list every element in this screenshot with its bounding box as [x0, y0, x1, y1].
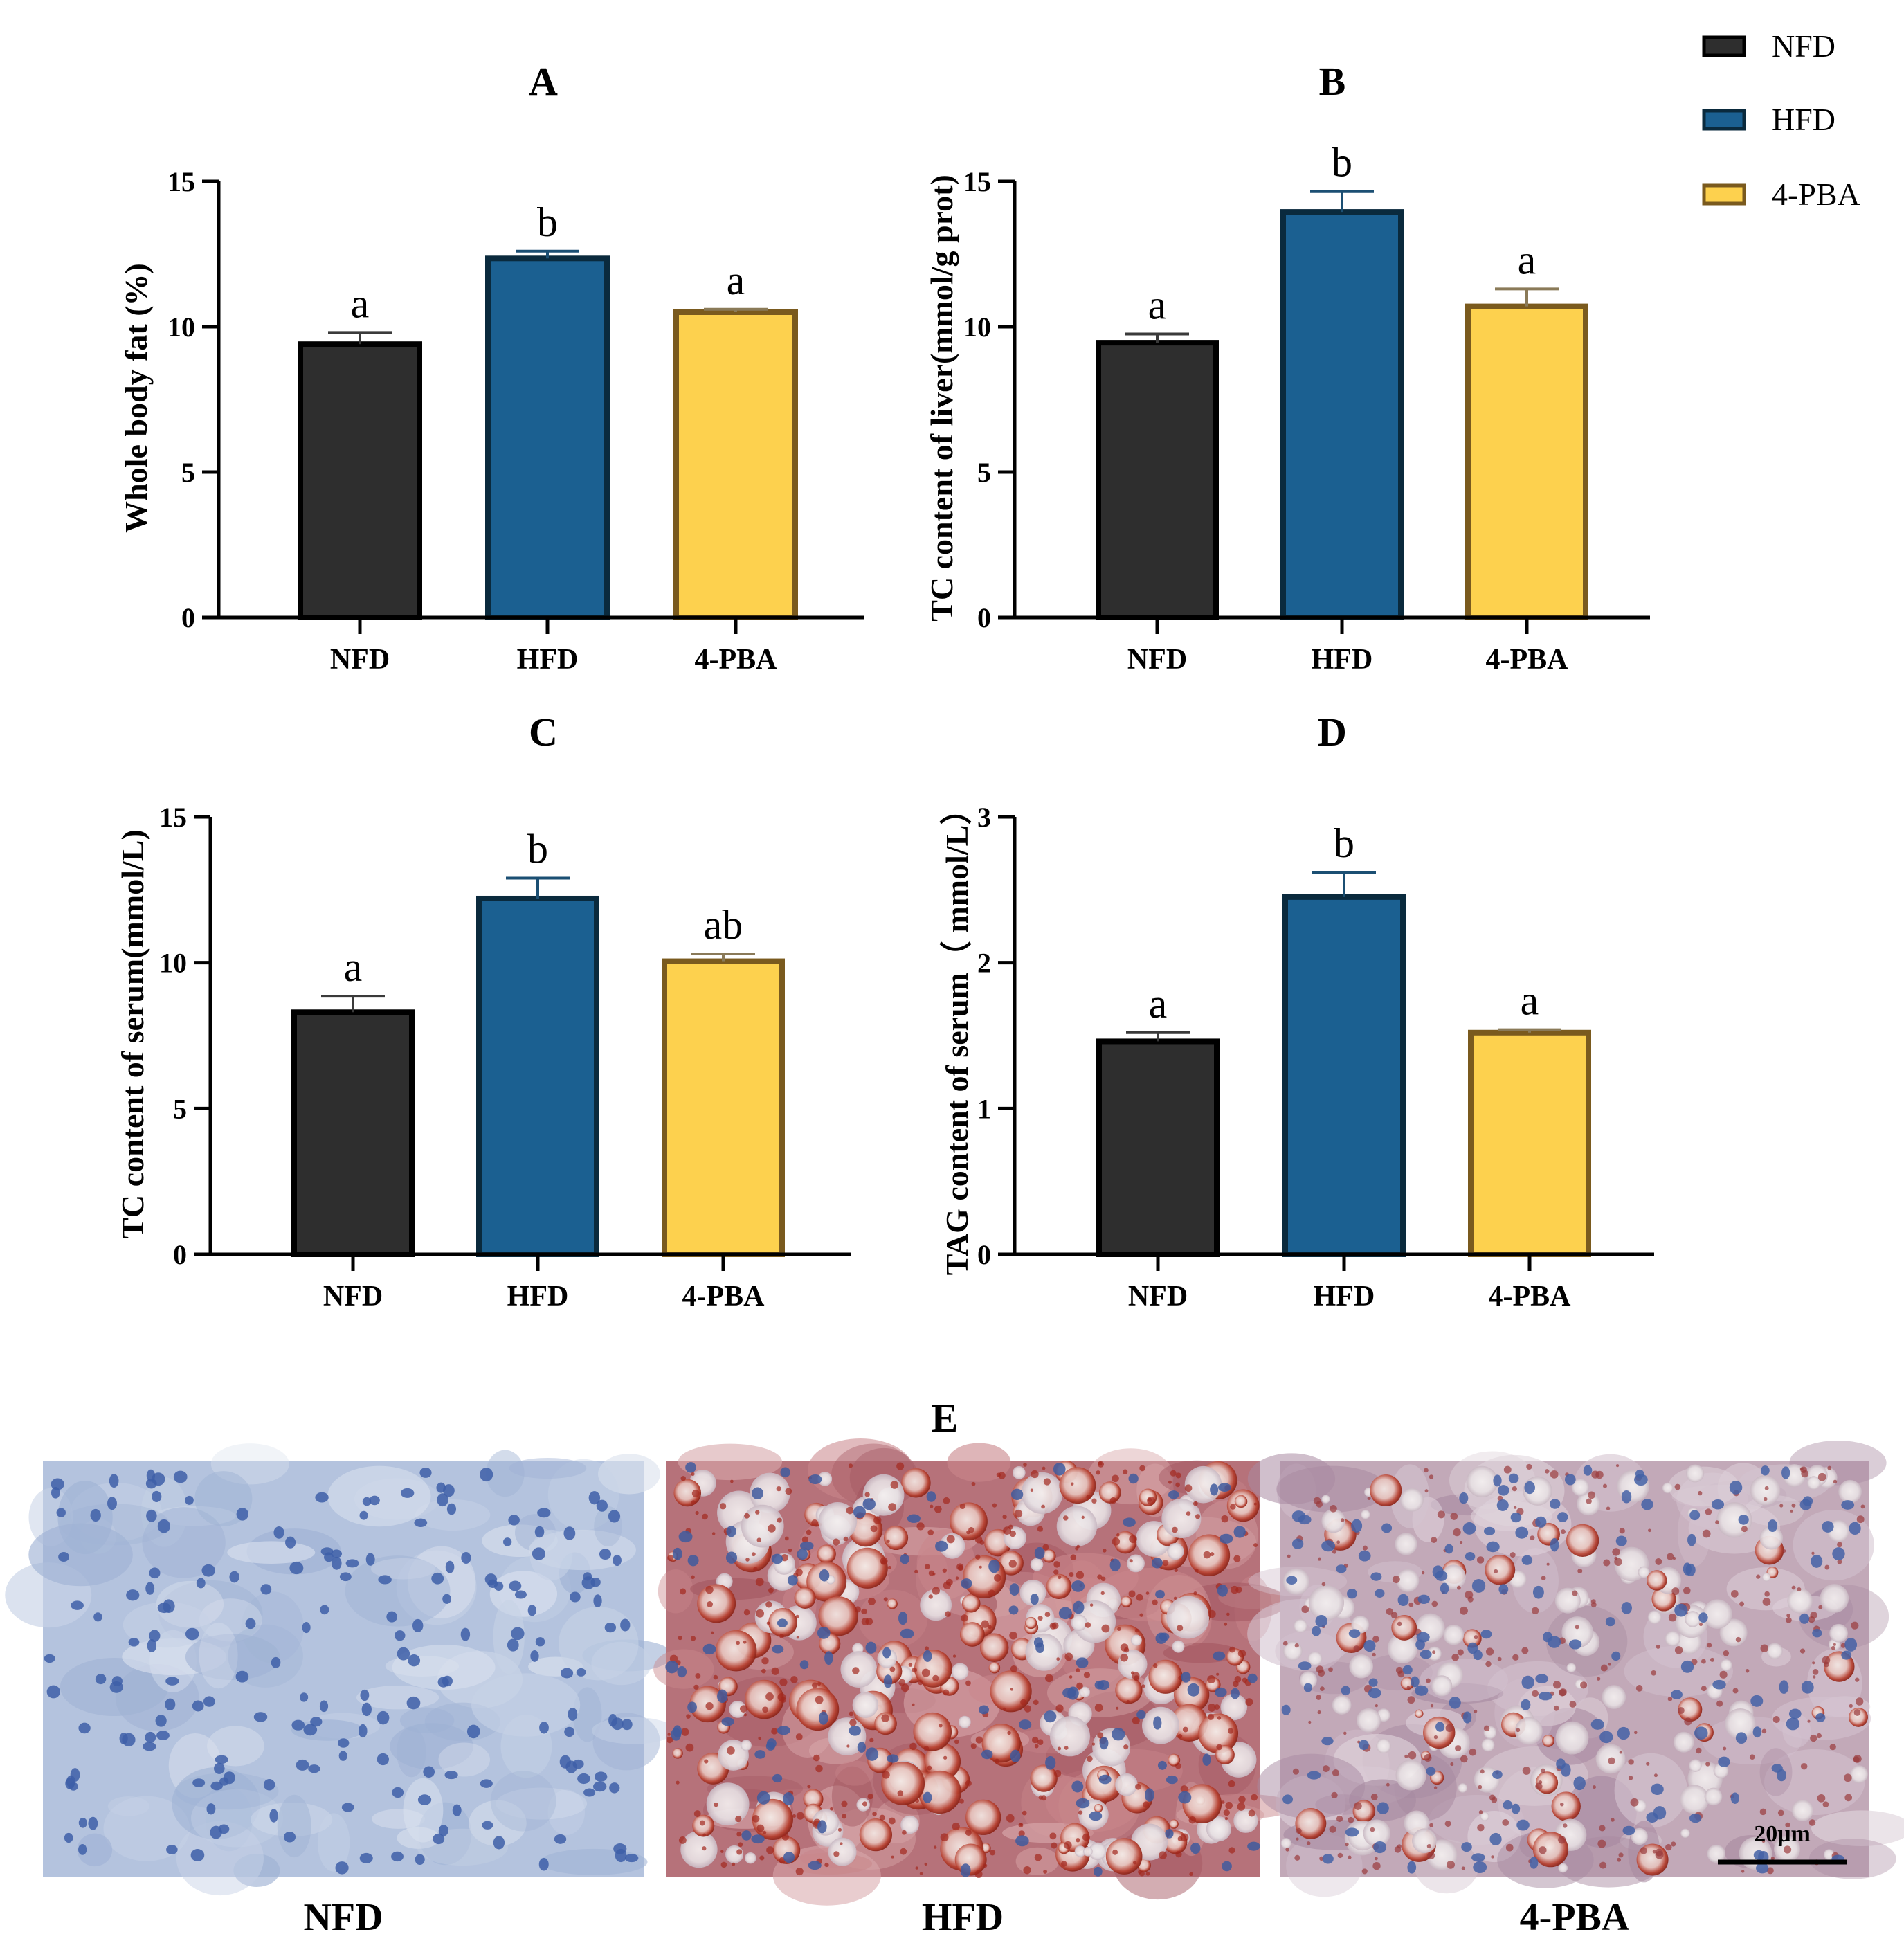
- y-tick-label-b-5: 5: [977, 457, 991, 488]
- micrograph-label-nfd: NFD: [303, 1896, 383, 1939]
- significance-label-a-4pba: a: [727, 258, 745, 303]
- legend-swatch-nfd: [1702, 35, 1746, 57]
- legend-label-4pba: 4-PBA: [1772, 177, 1860, 212]
- y-axis-title-b: TC content of liver(mmol/g prot): [924, 174, 959, 622]
- panel-letter-a: A: [529, 59, 558, 104]
- bar-a-nfd: [298, 341, 422, 620]
- micrograph-label-hfd: HFD: [922, 1896, 1004, 1939]
- x-tick-label-a-nfd: NFD: [330, 644, 390, 676]
- x-tick-label-a-hfd: HFD: [517, 644, 579, 676]
- error-bar-c-nfd: [321, 995, 385, 1013]
- legend-item-nfd: NFD: [1702, 28, 1835, 64]
- error-bar-b-nfd: [1125, 332, 1189, 343]
- x-tick-label-d-nfd: NFD: [1128, 1281, 1188, 1312]
- y-tick-label-a-0: 0: [181, 602, 195, 633]
- x-tick-label-b-nfd: NFD: [1127, 644, 1187, 676]
- legend-item-4pba: 4-PBA: [1702, 177, 1860, 212]
- bar-a-hfd: [485, 255, 610, 620]
- error-bar-c-4pba: [691, 953, 755, 962]
- significance-label-b-hfd: b: [1332, 140, 1352, 186]
- y-tick-label-a-15: 15: [167, 166, 195, 197]
- bar-c-hfd: [476, 895, 599, 1258]
- error-bar-b-hfd: [1310, 190, 1374, 213]
- y-axis-title-a: Whole body fat (%): [118, 263, 154, 533]
- y-tick-label-c-5: 5: [173, 1093, 187, 1124]
- y-axis-title-c: TC content of serum(mmol/L): [115, 829, 150, 1239]
- micrograph-4pba-texture: [1247, 1441, 1904, 1897]
- panel-letter-d: D: [1318, 710, 1347, 755]
- bar-d-nfd: [1096, 1038, 1220, 1257]
- bar-a-4pba: [673, 309, 798, 620]
- x-tick-label-d-hfd: HFD: [1314, 1281, 1375, 1312]
- bar-b-nfd: [1096, 340, 1219, 620]
- y-tick-label-a-5: 5: [181, 457, 195, 488]
- error-bar-a-hfd: [516, 249, 579, 259]
- significance-label-a-hfd: b: [537, 199, 558, 245]
- micrograph-nfd-texture: [5, 1443, 676, 1896]
- error-bar-d-nfd: [1126, 1031, 1190, 1042]
- y-tick-label-d-3: 3: [977, 802, 991, 833]
- micrograph-nfd: [5, 1443, 676, 1896]
- x-tick-label-b-hfd: HFD: [1312, 644, 1373, 676]
- legend-item-hfd: HFD: [1702, 102, 1835, 137]
- legend: NFD HFD 4-PBA: [1702, 28, 1860, 212]
- y-tick-label-c-0: 0: [173, 1239, 187, 1270]
- x-tick-label-c-4pba: 4-PBA: [682, 1281, 765, 1312]
- y-tick-label-b-10: 10: [963, 312, 991, 343]
- chart-panel-a: Aa NFD b HFD a 4-PBA 0 5 10 15 Whole body fat (%): [118, 59, 864, 676]
- x-tick-label-c-hfd: HFD: [507, 1281, 569, 1312]
- micrograph-label-4pba: 4-PBA: [1520, 1896, 1630, 1939]
- x-tick-label-a-4pba: 4-PBA: [695, 644, 778, 676]
- y-tick-label-b-15: 15: [963, 166, 991, 197]
- significance-label-a-nfd: a: [351, 280, 370, 326]
- significance-label-d-nfd: a: [1149, 981, 1168, 1027]
- bar-d-4pba: [1468, 1029, 1591, 1257]
- y-tick-label-d-2: 2: [977, 948, 991, 979]
- y-tick-label-d-0: 0: [977, 1239, 991, 1270]
- panel-letter-e: E: [932, 1396, 959, 1441]
- y-tick-label-d-1: 1: [977, 1093, 991, 1124]
- error-bar-a-4pba: [704, 307, 768, 312]
- y-tick-label-a-10: 10: [167, 312, 195, 343]
- significance-label-b-nfd: a: [1148, 282, 1167, 328]
- significance-label-b-4pba: a: [1518, 237, 1536, 282]
- bar-c-4pba: [662, 958, 785, 1258]
- bar-c-nfd: [291, 1009, 415, 1257]
- scale-bar-label: 20μm: [1754, 1821, 1811, 1847]
- legend-label-nfd: NFD: [1772, 28, 1835, 64]
- significance-label-c-nfd: a: [344, 944, 363, 990]
- micrograph-hfd-texture: [653, 1438, 1296, 1906]
- scale-bar: 20μm: [1718, 1821, 1847, 1865]
- panel-letter-c: C: [529, 710, 558, 755]
- y-axis-title-d: TAG content of serum（ mmol/L）: [939, 793, 974, 1276]
- micrograph-4pba: [1247, 1441, 1904, 1897]
- panel-letter-b: B: [1319, 59, 1346, 104]
- legend-swatch-hfd: [1702, 109, 1746, 131]
- x-tick-label-b-4pba: 4-PBA: [1486, 644, 1569, 676]
- y-tick-label-c-10: 10: [159, 948, 187, 979]
- chart-panel-c: Ca NFD b HFD ab 4-PBA 0 5 10 15 TC content of seru…: [115, 710, 851, 1312]
- error-bar-c-hfd: [506, 876, 570, 899]
- legend-swatch-4pba: [1702, 183, 1746, 206]
- micrograph-hfd: [653, 1438, 1296, 1906]
- y-tick-label-b-0: 0: [977, 602, 991, 633]
- significance-label-c-hfd: b: [527, 826, 548, 872]
- significance-label-c-4pba: ab: [704, 902, 743, 948]
- bar-d-hfd: [1282, 894, 1406, 1258]
- error-bar-b-4pba: [1495, 287, 1559, 307]
- error-bar-d-4pba: [1498, 1028, 1561, 1033]
- significance-label-d-4pba: a: [1521, 978, 1539, 1024]
- bar-b-4pba: [1465, 303, 1588, 620]
- x-tick-label-d-4pba: 4-PBA: [1489, 1281, 1572, 1312]
- bar-b-hfd: [1280, 209, 1404, 621]
- significance-label-d-hfd: b: [1334, 820, 1354, 866]
- x-tick-label-c-nfd: NFD: [323, 1281, 383, 1312]
- legend-label-hfd: HFD: [1772, 102, 1835, 137]
- error-bar-a-nfd: [328, 331, 392, 345]
- y-tick-label-c-15: 15: [159, 802, 187, 833]
- error-bar-d-hfd: [1312, 871, 1376, 897]
